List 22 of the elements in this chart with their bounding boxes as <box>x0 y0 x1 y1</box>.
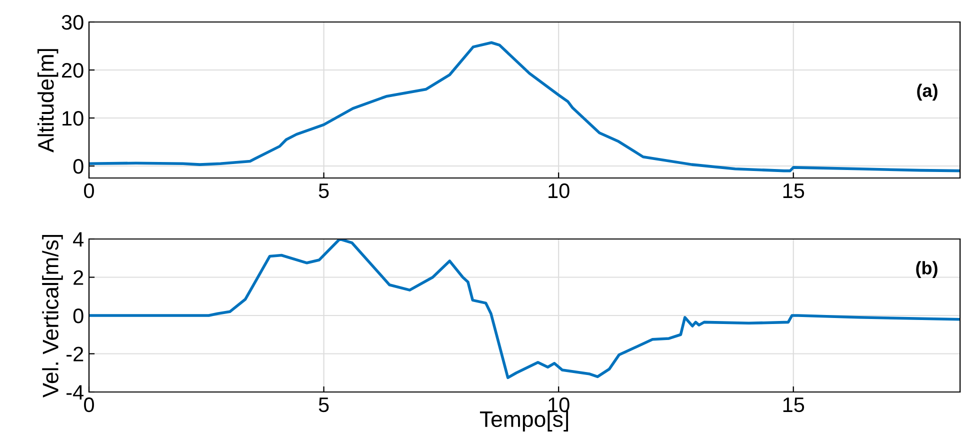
annotation: (a) <box>917 84 938 101</box>
y-tick-label: -4 <box>66 385 84 400</box>
y-axis-title: Altitude[m] <box>37 49 58 152</box>
y-tick-label: 20 <box>62 63 84 78</box>
y-tick-label: 30 <box>62 15 84 30</box>
x-tick-label: 0 <box>84 183 94 198</box>
x-tick-label: 10 <box>548 183 570 198</box>
x-tick-label: 15 <box>783 398 804 412</box>
x-tick-label: 5 <box>318 398 329 412</box>
y-axis-title: Vel. Vertical[m/s] <box>42 234 63 398</box>
x-tick-label: 0 <box>84 397 94 412</box>
y-tick-label: 0 <box>73 308 84 324</box>
y-tick-label: -2 <box>66 346 84 362</box>
x-axis-title: Tempo[s] <box>480 410 568 432</box>
x-tick-label: 5 <box>318 184 329 198</box>
line-series <box>89 41 960 172</box>
y-tick-label: 2 <box>74 270 84 285</box>
y-tick-label: 10 <box>62 111 84 126</box>
y-tick-label: 4 <box>73 232 84 247</box>
annotation: (b) <box>916 261 938 278</box>
x-tick-label: 15 <box>783 184 804 198</box>
y-tick-label: 0 <box>73 159 84 174</box>
